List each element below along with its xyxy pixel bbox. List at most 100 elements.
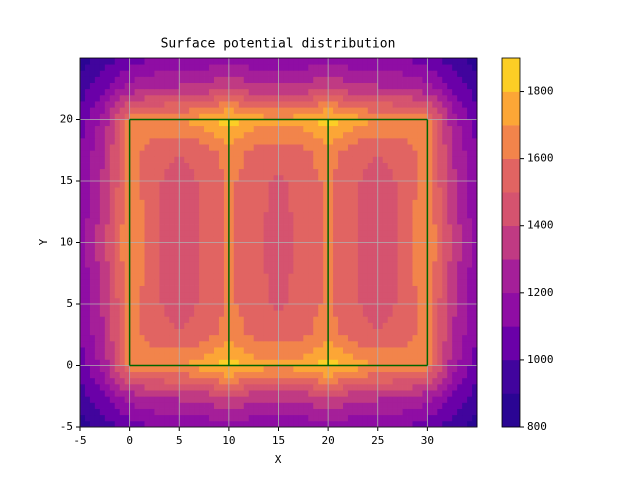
contour-cell [298,242,304,250]
contour-cell [204,181,210,188]
contour-cell [218,334,225,342]
contour-cell [149,347,155,354]
contour-cell [298,70,304,77]
contour-cell [218,328,225,336]
contour-cell [338,94,344,102]
contour-cell [417,353,423,360]
contour-cell [323,193,329,200]
contour-cell [89,150,96,157]
contour-cell [318,168,324,176]
contour-cell [298,224,304,231]
contour-cell [228,377,235,385]
contour-cell [154,420,160,428]
contour-cell [179,113,185,120]
contour-cell [457,101,463,108]
contour-cell [367,347,374,354]
contour-cell [209,76,215,83]
contour-cell [308,168,314,176]
contour-cell [94,168,101,176]
contour-cell [387,310,394,317]
contour-cell [372,365,379,373]
contour-cell [104,88,111,96]
contour-cell [343,76,349,83]
contour-cell [422,285,428,293]
contour-cell [114,285,121,293]
contour-cell [238,328,245,336]
contour-cell [273,334,279,342]
contour-cell [278,88,284,96]
contour-cell [372,316,379,323]
contour-cell [228,70,235,77]
contour-cell [343,297,349,305]
contour-cell [377,359,384,366]
contour-cell [139,260,145,268]
contour-cell [159,230,165,237]
contour-cell [283,236,289,243]
contour-cell [298,267,304,274]
contour-cell [273,211,279,219]
contour-cell [283,205,289,213]
contour-cell [99,76,106,83]
contour-cell [218,162,225,170]
contour-cell [124,322,131,329]
contour-cell [119,107,126,114]
contour-cell [189,377,195,385]
contour-cell [243,199,250,206]
contour-cell [204,267,210,274]
contour-cell [233,390,240,397]
contour-cell [387,383,394,391]
contour-cell [263,248,269,256]
contour-cell [174,193,180,200]
contour-cell [159,236,165,243]
contour-cell [362,150,369,157]
contour-cell [357,64,364,71]
contour-cell [367,150,374,157]
contour-cell [89,248,96,256]
contour-cell [114,187,121,194]
contour-cell [99,119,106,127]
contour-cell [288,260,294,268]
contour-cell [402,101,408,108]
contour-cell [119,211,126,219]
contour-cell [288,273,294,280]
contour-cell [268,267,274,274]
contour-cell [233,260,240,268]
contour-cell [392,402,398,409]
contour-cell [204,211,210,219]
contour-cell [204,328,210,336]
contour-cell [467,70,473,77]
contour-cell [228,347,235,354]
contour-cell [119,162,126,170]
contour-cell [228,162,235,170]
contour-cell [427,273,433,280]
contour-cell [114,64,121,71]
contour-cell [109,168,116,176]
contour-cell [204,230,210,237]
contour-cell [462,353,468,360]
contour-cell [462,224,468,231]
contour-cell [343,291,349,299]
contour-cell [303,285,309,293]
contour-cell [154,107,160,114]
contour-cell [109,310,116,317]
contour-cell [199,193,205,200]
contour-cell [452,119,458,127]
contour-cell [397,408,403,416]
y-tick-label: -5 [60,420,73,433]
contour-cell [412,359,418,366]
contour-cell [432,304,438,311]
contour-cell [134,242,140,250]
contour-cell [278,236,284,243]
contour-cell [303,291,309,299]
contour-cell [422,328,428,336]
contour-cell [362,414,369,422]
contour-cell [328,150,334,157]
contour-cell [283,408,289,416]
contour-cell [228,285,235,293]
contour-cell [442,267,448,274]
contour-cell [99,64,106,71]
contour-cell [94,340,101,348]
contour-cell [407,64,413,71]
contour-cell [298,168,304,176]
contour-cell [89,291,96,299]
